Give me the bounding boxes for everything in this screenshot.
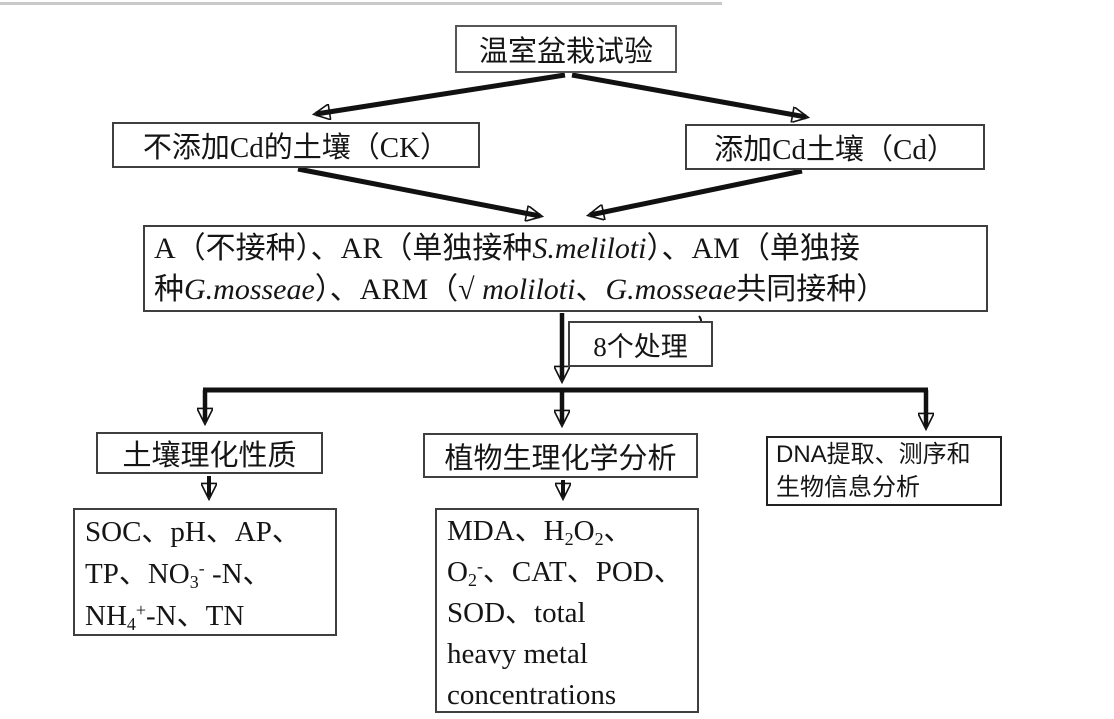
soil-indicators-line3: NH4+-N、TN bbox=[85, 600, 245, 635]
plant-analysis-label: 植物生理化学分析 bbox=[444, 442, 677, 475]
arrow-cd-to-treatments bbox=[590, 168, 803, 215]
treatments-line1: A（不接种）、AR（单独接种S.meliloti）、AM（单独接 bbox=[154, 231, 860, 265]
greenhouse-experiment-box: 温室盆栽试验 bbox=[455, 25, 677, 73]
treatments-box: A（不接种）、AR（单独接种S.meliloti）、AM（单独接 种G.moss… bbox=[143, 225, 988, 312]
ck-soil-box: 不添加Cd的土壤（CK） bbox=[112, 122, 480, 168]
ck-soil-label: 不添加Cd的土壤（CK） bbox=[142, 132, 450, 164]
soil-indicators-box: SOC、pH、AP、 TP、NO3- -N、 NH4+-N、TN bbox=[73, 508, 337, 636]
arrow-top-to-cd bbox=[571, 72, 806, 117]
treatments-line2: 种G.mosseae）、ARM（√ moliloti、G.mosseae共同接种… bbox=[154, 272, 887, 306]
soil-properties-label: 土壤理化性质 bbox=[122, 440, 297, 472]
cd-soil-box: 添加Cd土壤（Cd） bbox=[685, 124, 985, 170]
plant-indicators-line4: heavy metal bbox=[447, 638, 588, 670]
soil-properties-box: 土壤理化性质 bbox=[96, 432, 323, 474]
plant-analysis-box: 植物生理化学分析 bbox=[423, 433, 698, 478]
plant-indicators-line1: MDA、H2O2、 bbox=[447, 515, 633, 550]
arrow-top-to-ck bbox=[316, 72, 566, 114]
cd-soil-label: 添加Cd土壤（Cd） bbox=[714, 134, 956, 166]
treatment-count-box: 8个处理 bbox=[568, 321, 713, 367]
dna-analysis-box: DNA提取、测序和 生物信息分析 bbox=[766, 436, 1002, 506]
greenhouse-experiment-label: 温室盆栽试验 bbox=[478, 36, 653, 68]
soil-indicators-line1: SOC、pH、AP、 bbox=[85, 516, 301, 548]
plant-indicators-line2: O2-、CAT、POD、 bbox=[447, 556, 683, 591]
dna-analysis-line1: DNA提取、测序和 bbox=[776, 441, 971, 468]
arrow-ck-to-treatments bbox=[297, 166, 540, 216]
dna-analysis-line2: 生物信息分析 bbox=[776, 474, 920, 501]
plant-indicators-line3: SOD、total bbox=[447, 597, 586, 629]
top-divider-line bbox=[0, 2, 722, 5]
soil-indicators-line2: TP、NO3- -N、 bbox=[85, 558, 272, 593]
treatment-count-label: 8个处理 bbox=[593, 331, 688, 362]
plant-indicators-box: MDA、H2O2、 O2-、CAT、POD、 SOD、total heavy m… bbox=[435, 508, 699, 713]
plant-indicators-line5: concentrations bbox=[447, 679, 617, 711]
